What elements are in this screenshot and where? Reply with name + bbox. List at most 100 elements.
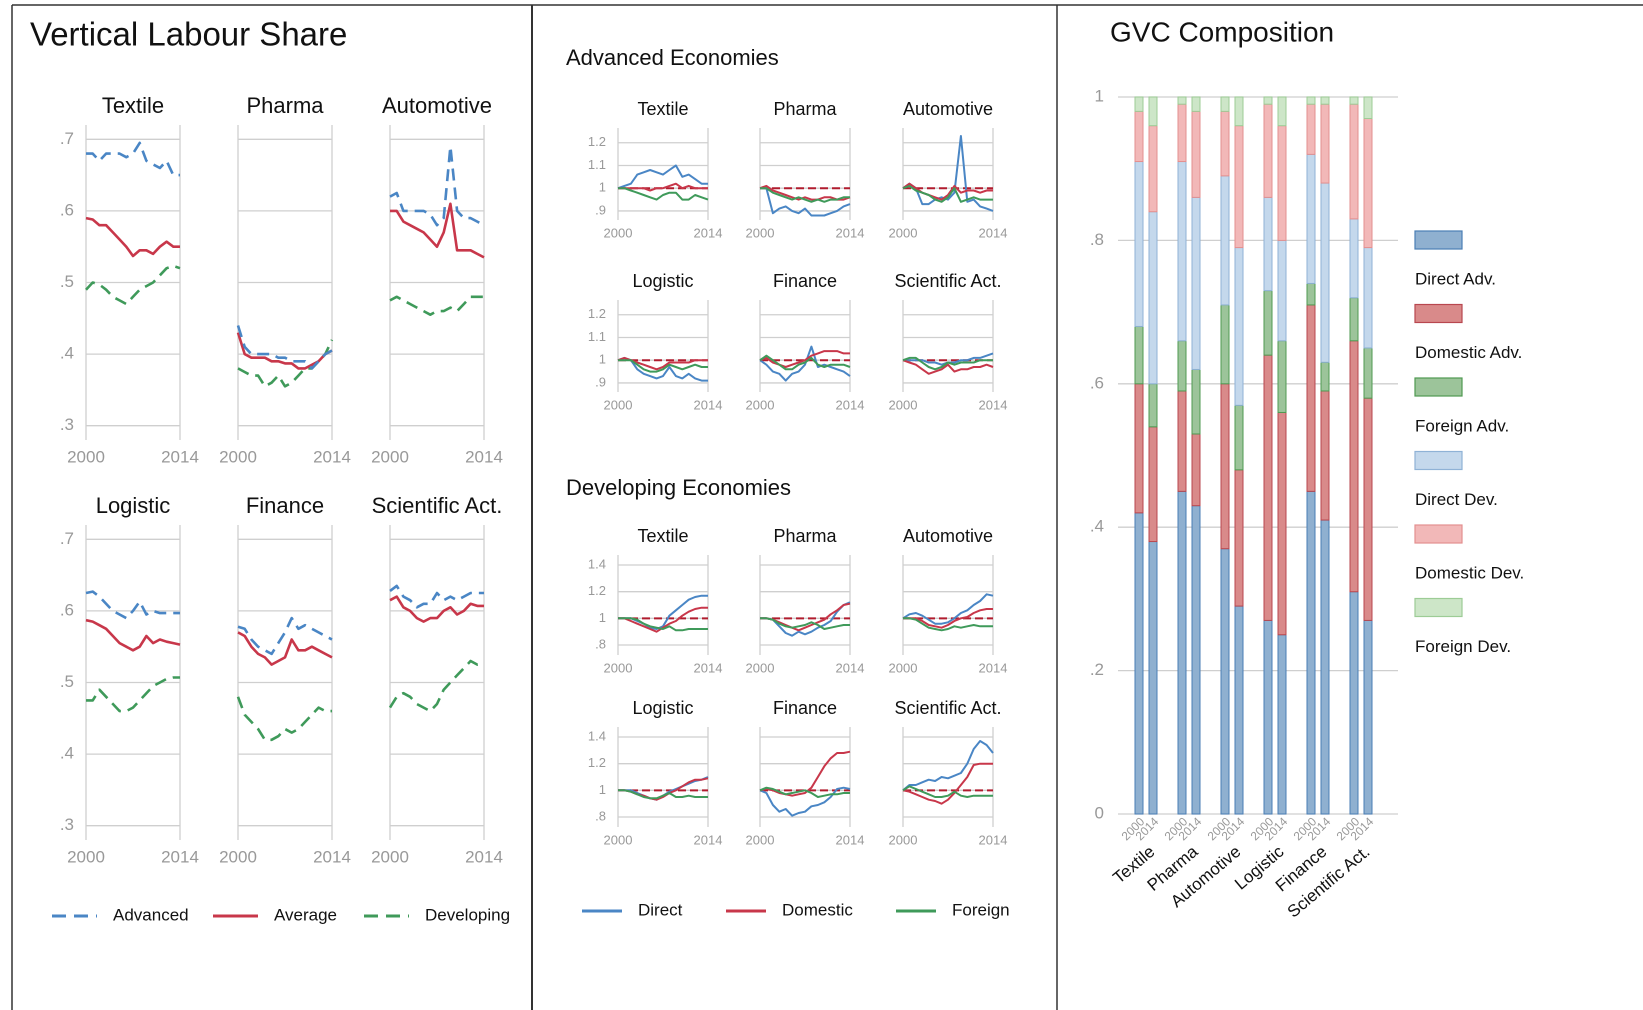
series-line: [389, 295, 484, 316]
x-tick-label: 2014: [465, 447, 503, 466]
series-line: [85, 618, 181, 652]
y-tick-label: .8: [595, 636, 606, 651]
y-tick-label: 0: [1095, 803, 1104, 822]
y-tick-label: 1: [599, 782, 606, 797]
subplot-title: Pharma: [246, 93, 324, 118]
y-tick-label: 1.4: [588, 556, 606, 571]
x-tick-label: 2014: [836, 397, 865, 412]
subplot-title: Logistic: [96, 493, 171, 518]
x-tick-label: 2000: [889, 225, 918, 240]
series-line: [902, 359, 994, 375]
subplot-title: Automotive: [382, 93, 492, 118]
y-tick-label: .2: [1090, 660, 1104, 679]
y-tick-label: .6: [60, 600, 74, 619]
x-tick-label: 2014: [694, 397, 723, 412]
y-tick-label: 1.2: [588, 583, 606, 598]
bar-segment: [1234, 469, 1244, 607]
bar-segment: [1191, 196, 1201, 370]
subplot-title: Automotive: [903, 526, 993, 546]
series-line: [902, 785, 993, 798]
x-tick-label: 2000: [604, 660, 633, 675]
subplot-title: Finance: [773, 271, 837, 291]
series-line: [760, 187, 850, 203]
x-tick-label: 2014: [979, 225, 1008, 240]
y-tick-label: 1.1: [588, 157, 606, 172]
x-tick-label: 2014: [836, 225, 865, 240]
series-line: [618, 606, 708, 633]
y-tick-label: .6: [60, 200, 74, 219]
bar-segment: [1363, 347, 1373, 399]
x-tick-label: 2000: [746, 660, 775, 675]
bar-segment: [1191, 96, 1201, 112]
legend-label: Average: [274, 905, 337, 924]
x-tick-label: 2000: [67, 447, 105, 466]
series-line: [86, 676, 180, 713]
x-tick-label: 2000: [889, 832, 918, 847]
x-tick-label: 2014: [979, 397, 1008, 412]
x-tick-label: 2014: [161, 847, 199, 866]
legend-label: Advanced: [113, 905, 189, 924]
bar-segment: [1349, 218, 1359, 299]
bar-segment: [1134, 512, 1144, 815]
legend-swatch: [1414, 597, 1463, 618]
y-tick-label: 1: [599, 610, 606, 625]
legend-swatch: [1414, 524, 1463, 544]
bar-segment: [1363, 619, 1373, 815]
series-line: [237, 631, 333, 666]
y-tick-label: .5: [60, 672, 74, 691]
x-tick-label: 2000: [746, 225, 775, 240]
series-line: [759, 354, 851, 371]
y-tick-label: .3: [60, 415, 74, 434]
bar-segment: [1320, 182, 1330, 363]
y-tick-label: 1: [1095, 86, 1104, 105]
legend-label: Foreign Dev.: [1415, 637, 1511, 656]
bar-segment: [1277, 239, 1287, 342]
bar-segment: [1363, 397, 1373, 621]
legend-swatch: [1414, 303, 1463, 324]
panel-title: Vertical Labour Share: [30, 16, 347, 53]
y-tick-label: 1.1: [588, 329, 606, 344]
bar-segment: [1220, 304, 1230, 385]
bar-segment: [1177, 390, 1187, 492]
bar-segment: [1148, 383, 1158, 428]
bar-segment: [1177, 490, 1187, 815]
bar-segment: [1349, 340, 1359, 593]
subplot-title: Pharma: [773, 526, 837, 546]
subplot-title: Textile: [637, 526, 688, 546]
x-tick-label: 2000: [746, 397, 775, 412]
series-line: [618, 187, 709, 201]
subplot-title: Scientific Act.: [894, 698, 1001, 718]
x-tick-label: 2014: [313, 447, 351, 466]
panel-title: GVC Composition: [1110, 16, 1334, 47]
y-tick-label: .4: [60, 744, 74, 763]
series-line: [618, 617, 708, 632]
bar-segment: [1191, 505, 1201, 815]
y-tick-label: .7: [60, 129, 74, 148]
x-tick-label: 2000: [889, 660, 918, 675]
legend-swatch: [1414, 450, 1463, 471]
series-line: [389, 584, 484, 609]
series-line: [390, 202, 485, 259]
subplot-title: Textile: [637, 99, 688, 119]
series-line: [86, 141, 180, 177]
series-line: [618, 359, 708, 373]
y-tick-label: 1: [599, 352, 606, 367]
series-line: [903, 617, 993, 632]
bar-segment: [1134, 325, 1144, 385]
x-tick-label: 2014: [694, 660, 723, 675]
x-tick-label: 2014: [694, 832, 723, 847]
legend-label: Foreign Adv.: [1415, 416, 1509, 435]
series-line: [759, 345, 851, 382]
subplot-title: Logistic: [632, 271, 693, 291]
series-line: [618, 594, 708, 630]
subplot-title: Automotive: [903, 99, 993, 119]
legend-swatch: [1414, 230, 1463, 250]
bar-segment: [1277, 634, 1287, 815]
bar-segment: [1134, 96, 1144, 112]
bar-segment: [1306, 490, 1316, 815]
bar-segment: [1320, 361, 1330, 392]
bar-segment: [1306, 103, 1316, 155]
y-tick-label: .4: [60, 344, 74, 363]
